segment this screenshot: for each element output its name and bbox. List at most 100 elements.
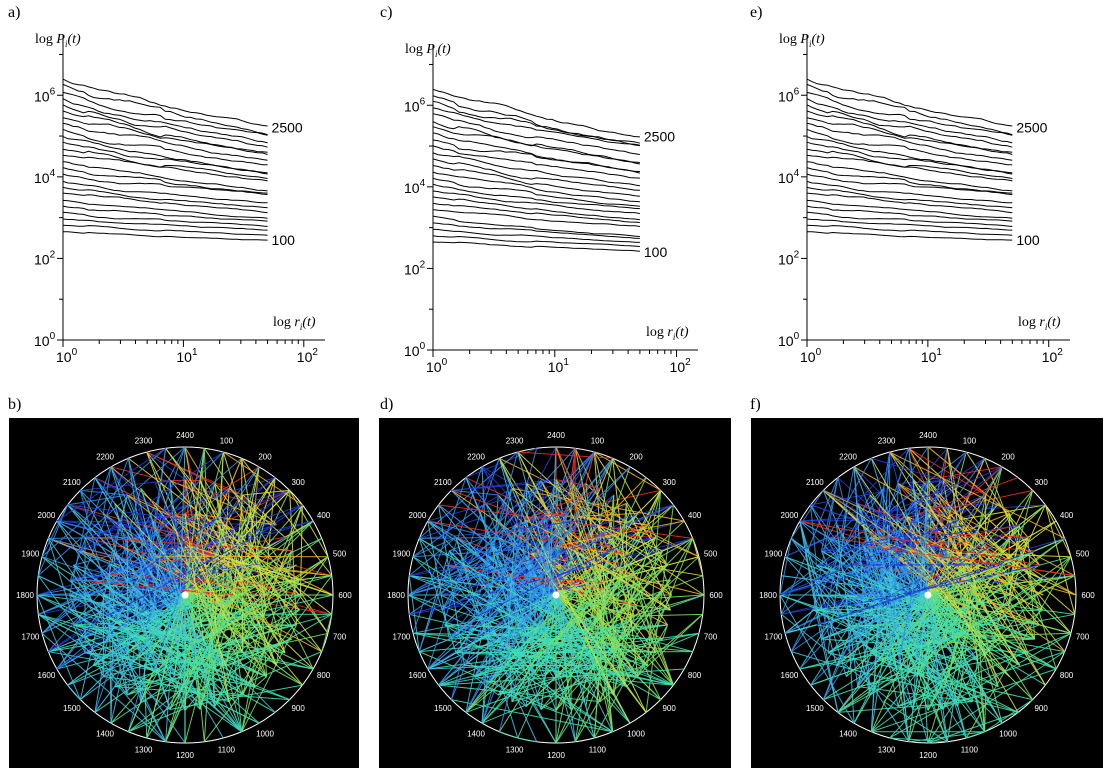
ring-label: 1500 (63, 704, 81, 713)
network-edge (184, 524, 227, 645)
network-edge (971, 458, 986, 489)
series-line (806, 199, 1013, 219)
ring-label: 2100 (63, 478, 81, 487)
network-edge (857, 686, 973, 703)
network-edge (191, 546, 300, 581)
network-edge (508, 514, 568, 608)
ring-label: 2000 (409, 511, 427, 520)
network-edge (521, 546, 563, 630)
network-edge (857, 503, 916, 643)
network-edge (142, 477, 276, 571)
network-edge (886, 524, 894, 630)
ring-label: 1500 (806, 704, 824, 713)
network-edge (823, 564, 1040, 701)
network-edge (836, 564, 968, 666)
network-edge (526, 537, 693, 635)
ring-label: 1600 (781, 671, 799, 680)
series-line (432, 126, 640, 163)
network-edge (110, 652, 128, 724)
network-edge (862, 644, 871, 696)
network-edge (160, 564, 297, 638)
network-edge (870, 652, 918, 677)
network-edge (135, 594, 235, 660)
series-line (806, 192, 1013, 214)
network-edge (882, 488, 885, 577)
network-edge (140, 488, 303, 686)
series-line (62, 161, 268, 192)
series-line (62, 128, 268, 166)
ring-label: 100 (220, 436, 234, 445)
network-edge (154, 675, 175, 707)
network-edge (966, 731, 985, 739)
network-edge (427, 629, 522, 670)
network-edge (916, 514, 948, 742)
y-axis-label: log Pi(t) (35, 32, 81, 49)
network-edge (576, 576, 602, 674)
network-edge (1006, 573, 1072, 634)
network-edge (109, 625, 286, 654)
network-edge (165, 447, 323, 652)
network-edge (600, 613, 614, 732)
network-edge (165, 639, 260, 724)
network-edge (485, 555, 587, 637)
network-edge (549, 536, 657, 644)
network-edge (120, 520, 314, 645)
network-edge (799, 520, 822, 640)
network-edge (427, 520, 627, 555)
network-edge (73, 564, 175, 677)
network-edge (897, 651, 1065, 707)
network-edge (505, 451, 595, 660)
network-edge (67, 659, 136, 686)
network-edge (543, 641, 615, 696)
ring-label: 500 (1076, 550, 1090, 559)
network-edge (889, 451, 993, 546)
network-edge (893, 560, 959, 707)
network-edge (779, 594, 969, 666)
x-tick-label: 101 (176, 347, 198, 365)
panel-label-d: d) (380, 396, 394, 413)
network-edge (184, 466, 260, 744)
network-edge (106, 615, 267, 678)
series-line (62, 173, 268, 195)
network-edge (427, 480, 572, 522)
ring-label: 400 (688, 511, 702, 520)
series-line (432, 228, 640, 243)
network-edge (465, 675, 567, 713)
network-edge (531, 519, 588, 554)
network-edge (906, 556, 1072, 675)
series-annotation: 100 (644, 244, 668, 260)
x-tick-label: 100 (426, 357, 448, 375)
ring-label: 800 (688, 671, 702, 680)
network-edge (114, 635, 256, 688)
network-edge (92, 570, 144, 666)
network-edge (952, 552, 1071, 558)
network-edge (889, 550, 1035, 626)
network-edge (972, 576, 977, 589)
network-edge (114, 503, 138, 602)
network-edge (790, 490, 824, 539)
series-line (432, 171, 640, 203)
network-edge (908, 447, 986, 496)
network-edge (813, 609, 1019, 713)
network-edge (480, 625, 627, 637)
network-edge (852, 618, 971, 627)
network-edge (491, 644, 627, 688)
network-edge (172, 489, 290, 549)
network-edge (521, 451, 595, 561)
network-edge (38, 575, 179, 644)
y-tick-label: 102 (34, 249, 56, 267)
network-edge (199, 480, 278, 666)
series-line (432, 100, 640, 147)
network-edge (847, 564, 1040, 607)
network-edge (140, 488, 199, 643)
network-edge (568, 641, 674, 686)
series-line (62, 78, 268, 127)
network-edge (637, 624, 668, 677)
series-line (806, 136, 1013, 174)
network-edge (636, 584, 657, 653)
network-edge (821, 524, 969, 552)
ring-label: 2100 (434, 478, 452, 487)
series-line (62, 199, 268, 219)
network-edge (927, 651, 1066, 744)
network-edge (139, 466, 260, 615)
